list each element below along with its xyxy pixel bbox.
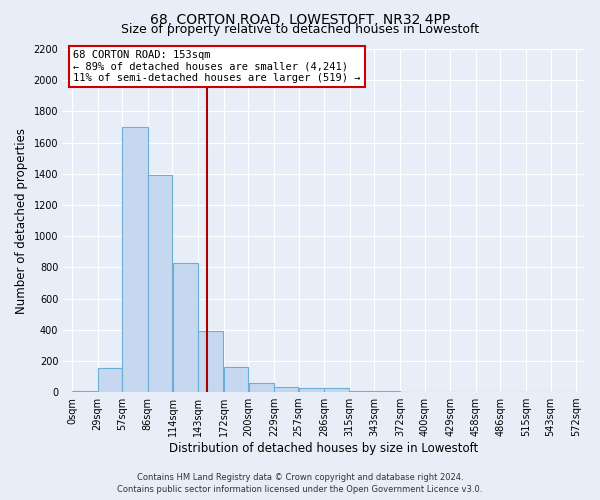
Bar [122, 127, 148, 392]
Bar [224, 367, 248, 392]
Bar [248, 382, 274, 392]
Bar [350, 390, 374, 392]
Bar [98, 368, 122, 392]
Y-axis label: Number of detached properties: Number of detached properties [15, 128, 28, 314]
Text: Contains HM Land Registry data © Crown copyright and database right 2024.
Contai: Contains HM Land Registry data © Crown c… [118, 472, 482, 494]
Bar [148, 176, 172, 392]
Bar [299, 388, 324, 392]
Bar [325, 388, 349, 392]
Bar [274, 386, 298, 392]
Bar [198, 332, 223, 392]
X-axis label: Distribution of detached houses by size in Lowestoft: Distribution of detached houses by size … [169, 442, 479, 455]
Bar [173, 262, 198, 392]
Text: 68 CORTON ROAD: 153sqm
← 89% of detached houses are smaller (4,241)
11% of semi-: 68 CORTON ROAD: 153sqm ← 89% of detached… [73, 50, 361, 83]
Bar [72, 390, 97, 392]
Text: Size of property relative to detached houses in Lowestoft: Size of property relative to detached ho… [121, 22, 479, 36]
Text: 68, CORTON ROAD, LOWESTOFT, NR32 4PP: 68, CORTON ROAD, LOWESTOFT, NR32 4PP [150, 12, 450, 26]
